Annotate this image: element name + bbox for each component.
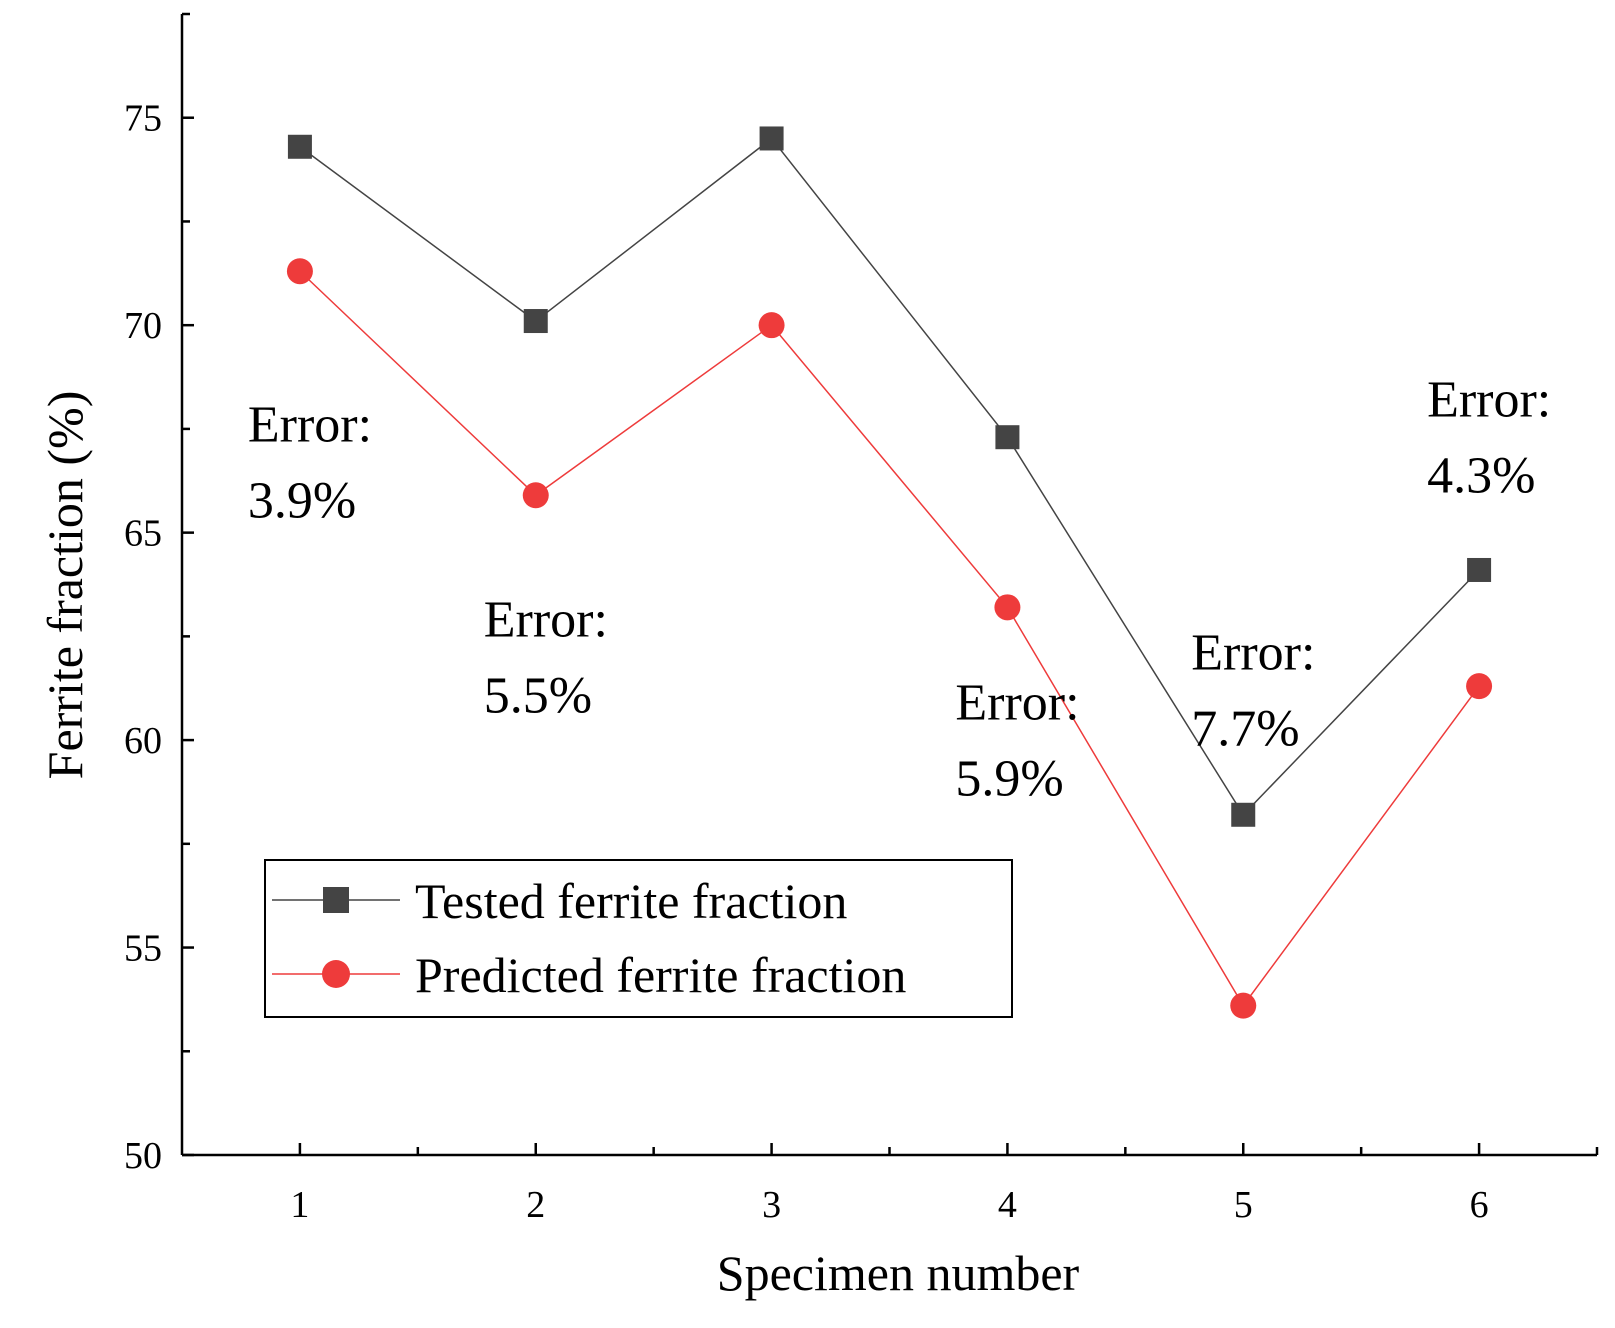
data-point-tested [523,309,548,334]
y-tick-label: 60 [124,720,162,762]
data-point-predicted [1230,992,1257,1019]
data-point-tested [287,134,312,159]
legend-marker-tested [323,887,349,913]
x-tick-label: 6 [1470,1184,1489,1226]
data-point-predicted [522,482,549,509]
series-layer [286,126,1493,1019]
x-tick-label: 3 [762,1184,781,1226]
y-axis: 50 55 60 65 70 75 [124,12,194,1177]
series-line-tested [299,137,1480,816]
y-tick-label: 55 [124,928,162,970]
annotation-label: Error: [484,591,608,648]
legend-box [264,859,1013,1018]
x-tick-label: 5 [1234,1184,1253,1226]
legend-marker-predicted [322,960,350,988]
annotation-label: Error: [248,396,372,453]
y-tick-label: 50 [124,1135,162,1177]
x-axis: 1 2 3 4 5 6 [290,1143,1599,1226]
data-point-tested [995,425,1020,450]
data-point-predicted [286,258,313,285]
legend-label-predicted: Predicted ferrite fraction [415,947,906,1003]
y-tick-label: 75 [124,98,162,140]
annotation-value: 4.3% [1427,447,1535,504]
legend: Tested ferrite fraction Predicted ferrit… [264,859,1013,1018]
x-tick-label: 4 [998,1184,1017,1226]
y-tick-label: 65 [124,513,162,555]
data-point-tested [759,126,784,151]
x-axis-label: Specimen number [717,1245,1080,1301]
data-point-predicted [994,594,1021,621]
data-point-tested [1231,802,1256,827]
x-tick-label: 1 [290,1184,309,1226]
annotation-label: Error: [1191,625,1315,682]
data-point-predicted [758,312,785,339]
annotation-value: 7.7% [1191,701,1299,758]
annotation-value: 5.5% [484,667,592,724]
annotation-label: Error: [955,674,1079,731]
legend-label-tested: Tested ferrite fraction [415,873,847,929]
y-tick-label: 70 [124,305,162,347]
data-point-predicted [1466,673,1493,700]
series-line-predicted [299,270,1480,1007]
annotation-value: 5.9% [955,750,1063,807]
y-axis-label: Ferrite fraction (%) [37,391,93,780]
x-tick-label: 2 [526,1184,545,1226]
annotation-value: 3.9% [248,472,356,529]
annotation-layer: Error: 3.9% Error: 5.5% Error: 5.9% Error: 7.7%… [248,371,1551,807]
data-point-tested [1467,557,1492,582]
annotation-label: Error: [1427,371,1551,428]
